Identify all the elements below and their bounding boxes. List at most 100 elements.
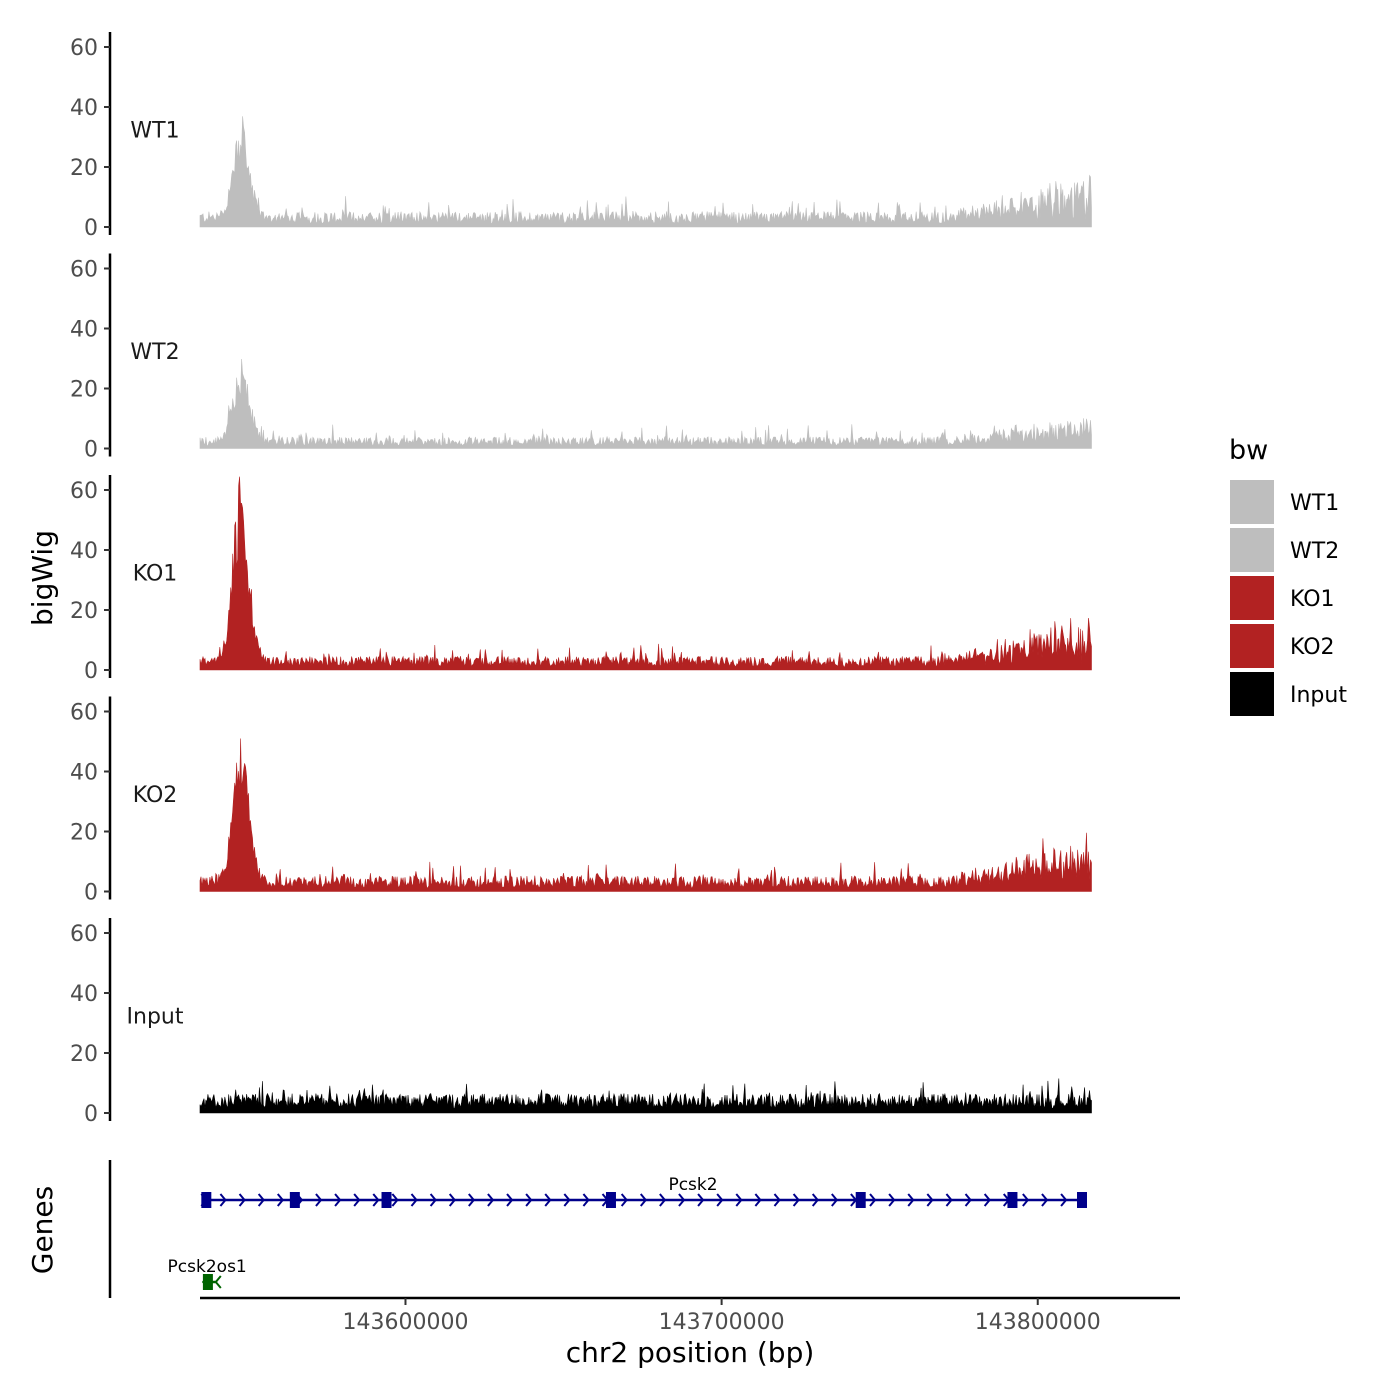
legend-swatch — [1230, 672, 1274, 716]
strand-chevron — [811, 1193, 819, 1207]
exon-block — [202, 1274, 213, 1290]
strand-chevron — [372, 1193, 380, 1207]
strand-chevron — [792, 1193, 800, 1207]
strand-chevron — [391, 1193, 399, 1207]
genes-panel: Pcsk2 Pcsk2os1 — [108, 1160, 1087, 1298]
strand-chevron — [754, 1193, 762, 1207]
legend-entry-wt2: WT2 — [1230, 528, 1339, 572]
track-label: Input — [127, 1005, 184, 1030]
y-tick-label: 40 — [70, 539, 98, 564]
strand-chevron — [238, 1193, 246, 1207]
strand-chevron — [353, 1193, 361, 1207]
y-tick-label: 20 — [70, 1042, 98, 1067]
legend-title: bw — [1229, 435, 1268, 466]
legend-entry-ko2: KO2 — [1230, 624, 1335, 668]
legend-entry-wt1: WT1 — [1230, 480, 1339, 524]
strand-chevron — [639, 1193, 648, 1207]
y-tick-label: 40 — [70, 318, 98, 343]
y-tick-label: 40 — [70, 761, 98, 786]
exon-block — [855, 1192, 866, 1208]
y-tick-label: 0 — [84, 659, 98, 684]
signal-area-wt1 — [199, 116, 1092, 228]
strand-chevron — [429, 1193, 437, 1207]
x-axis: 143600000 143700000 143800000 — [200, 1296, 1180, 1335]
exon-block — [1007, 1192, 1018, 1208]
strand-chevron — [869, 1193, 877, 1207]
legend-label: KO2 — [1290, 635, 1335, 660]
x-tick-label: 143600000 — [342, 1310, 468, 1335]
signal-tracks: 0 20 40 60 WT1 0 20 40 60 WT2 0 20 40 60 KO1 0 20 40 60 KO2… — [70, 32, 1092, 1127]
y-tick-label: 20 — [70, 599, 98, 624]
y-tick-label: 0 — [84, 881, 98, 906]
strand-chevron — [964, 1193, 972, 1207]
strand-chevron — [659, 1193, 667, 1207]
y-tick-label: 0 — [84, 438, 98, 463]
x-axis-title: chr2 position (bp) — [566, 1336, 815, 1369]
strand-chevron — [219, 1193, 227, 1207]
strand-chevron — [983, 1193, 991, 1207]
strand-chevron — [1060, 1193, 1068, 1207]
gene-pcsk2: Pcsk2 — [200, 1175, 1087, 1208]
strand-chevron — [315, 1193, 323, 1207]
strand-chevron — [410, 1193, 418, 1207]
strand-chevron — [945, 1193, 953, 1207]
strand-chevron — [620, 1193, 628, 1207]
signal-area-wt2 — [199, 358, 1092, 449]
exon-block — [289, 1192, 300, 1208]
strand-chevron — [544, 1193, 552, 1207]
y-tick-label: 60 — [70, 701, 98, 726]
gene-label: Pcsk2os1 — [168, 1257, 247, 1277]
strand-chevron — [487, 1193, 495, 1207]
strand-chevron — [276, 1193, 285, 1207]
exon-block — [605, 1192, 616, 1208]
exon-block — [1077, 1192, 1087, 1208]
track-wt2: 0 20 40 60 WT2 — [70, 253, 1092, 463]
genes-axis-title: Genes — [26, 1186, 59, 1274]
strand-chevron — [697, 1193, 705, 1207]
x-tick-label: 143800000 — [975, 1310, 1101, 1335]
strand-chevron — [468, 1193, 476, 1207]
strand-chevron — [773, 1193, 781, 1207]
legend-swatch — [1230, 528, 1274, 572]
legend-swatch — [1230, 576, 1274, 620]
strand-chevron — [257, 1193, 265, 1207]
legend-label: WT2 — [1290, 539, 1339, 564]
legend-entry-ko1: KO1 — [1230, 576, 1335, 620]
strand-chevron — [907, 1193, 915, 1207]
strand-chevron — [678, 1193, 686, 1207]
legend-entry-input: Input — [1230, 672, 1347, 716]
y-tick-label: 60 — [70, 922, 98, 947]
y-tick-label: 60 — [70, 479, 98, 504]
y-tick-label: 40 — [70, 96, 98, 121]
gene-label: Pcsk2 — [668, 1175, 717, 1195]
strand-chevron — [563, 1193, 571, 1207]
y-axis-title: bigWig — [26, 530, 59, 626]
track-label: WT1 — [130, 119, 179, 144]
strand-chevron — [831, 1193, 839, 1207]
legend-label: KO1 — [1290, 587, 1335, 612]
legend-label: WT1 — [1290, 491, 1339, 516]
strand-chevron — [735, 1193, 743, 1207]
x-tick-label: 143700000 — [659, 1310, 785, 1335]
gene-pcsk2os1: Pcsk2os1 — [168, 1257, 247, 1290]
strand-chevron — [525, 1193, 533, 1207]
legend: bw WT1 WT2 KO1 KO2 Input — [1229, 435, 1347, 716]
strand-chevron — [1041, 1193, 1049, 1207]
strand-chevron — [448, 1193, 456, 1207]
exon-block — [381, 1192, 392, 1208]
y-tick-label: 20 — [70, 821, 98, 846]
strand-chevron — [334, 1193, 342, 1207]
strand-chevron — [506, 1193, 514, 1207]
track-wt1: 0 20 40 60 WT1 — [70, 32, 1092, 241]
track-label: WT2 — [130, 340, 179, 365]
legend-swatch — [1230, 624, 1274, 668]
strand-chevron — [926, 1193, 934, 1207]
y-tick-label: 60 — [70, 36, 98, 61]
y-tick-label: 0 — [84, 216, 98, 241]
strand-chevron — [582, 1193, 590, 1207]
y-tick-label: 0 — [84, 1102, 98, 1127]
legend-swatch — [1230, 480, 1274, 524]
track-label: KO1 — [133, 562, 178, 587]
strand-chevron — [716, 1193, 724, 1207]
